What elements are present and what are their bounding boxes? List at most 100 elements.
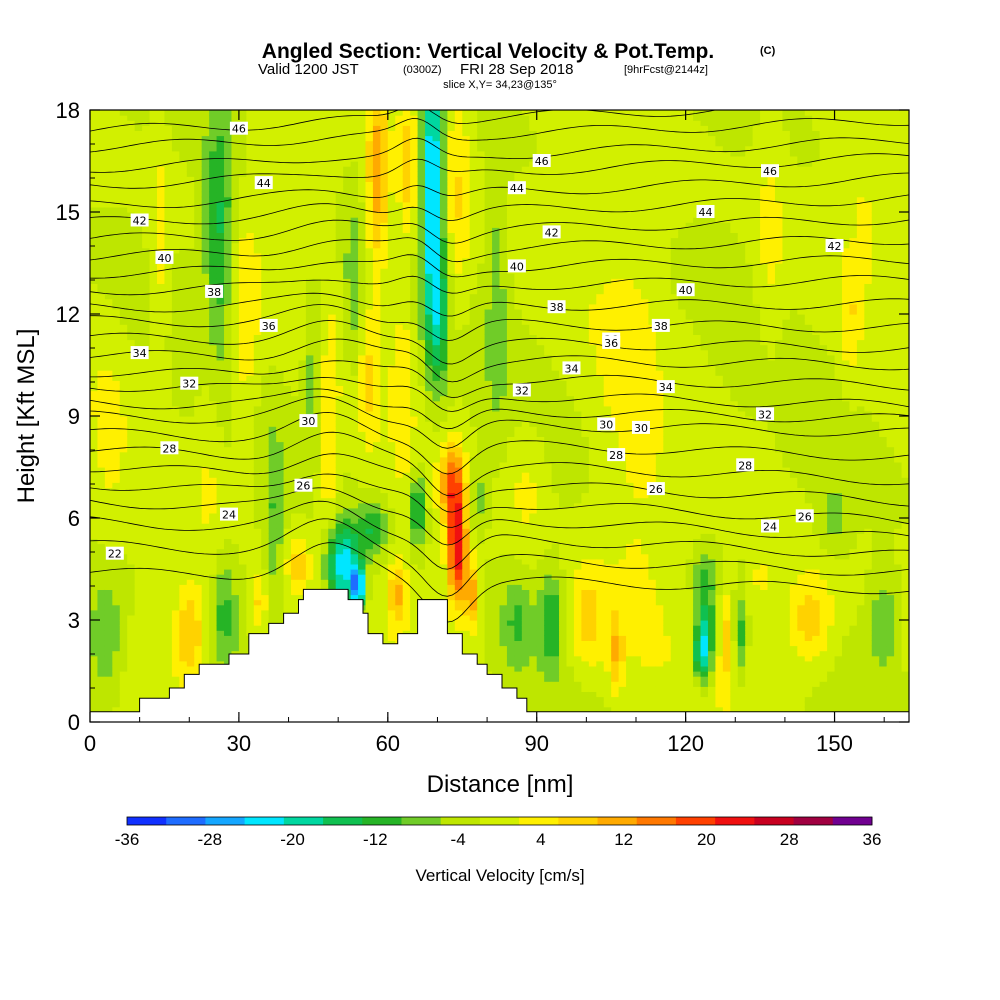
heat-cell: [246, 426, 255, 432]
heat-cell: [134, 507, 143, 514]
heat-cell: [179, 288, 188, 295]
heat-cell: [90, 416, 99, 422]
heat-cell: [350, 161, 359, 167]
heat-cell: [365, 574, 374, 580]
heat-cell: [313, 329, 322, 335]
heat-cell: [365, 161, 374, 167]
heat-cell: [387, 181, 396, 188]
heat-cell: [365, 375, 374, 381]
heat-cell: [335, 120, 344, 126]
heat-cell: [246, 451, 255, 458]
heat-cell: [343, 451, 352, 458]
heat-cell: [90, 472, 99, 478]
heat-cell: [320, 344, 329, 351]
heat-cell: [231, 334, 240, 341]
heat-cell: [380, 410, 389, 417]
heat-cell: [179, 507, 188, 514]
heat-cell: [261, 298, 270, 305]
heat-cell: [104, 191, 113, 198]
heat-cell: [313, 497, 322, 504]
heat-cell: [149, 650, 158, 657]
heat-cell: [298, 533, 307, 539]
heat-cell: [216, 344, 225, 351]
heat-cell: [201, 150, 210, 157]
heat-cell: [127, 263, 136, 269]
heat-cell: [104, 681, 113, 687]
heat-cell: [90, 410, 99, 417]
heat-cell: [186, 319, 195, 325]
heat-cell: [104, 660, 113, 667]
heat-cell: [291, 288, 300, 295]
heat-cell: [224, 232, 233, 239]
heat-cell: [268, 191, 277, 198]
heat-cell: [194, 308, 203, 315]
heat-cell: [283, 604, 292, 611]
heat-cell: [231, 150, 240, 157]
heat-cell: [372, 140, 381, 147]
heat-cell: [328, 497, 337, 504]
velocity-heatmap: [90, 110, 909, 722]
heat-cell: [104, 543, 113, 550]
heat-cell: [283, 288, 292, 295]
heat-cell: [179, 650, 188, 657]
heat-cell: [350, 334, 359, 341]
heat-cell: [104, 196, 113, 203]
heat-cell: [119, 665, 128, 672]
heat-cell: [231, 278, 240, 284]
heat-cell: [253, 528, 262, 534]
heat-cell: [246, 293, 255, 300]
heat-cell: [313, 212, 322, 218]
heat-cell: [119, 696, 128, 703]
heat-cell: [104, 512, 113, 519]
heat-cell: [372, 329, 381, 335]
heat-cell: [231, 206, 240, 213]
heat-cell: [328, 319, 337, 325]
heat-cell: [253, 150, 262, 157]
heat-cell: [313, 528, 322, 534]
heat-cell: [365, 410, 374, 417]
heat-cell: [313, 155, 322, 162]
heat-cell: [283, 472, 292, 478]
heat-cell: [358, 334, 367, 341]
heat-cell: [343, 528, 352, 534]
heat-cell: [261, 594, 270, 601]
heat-cell: [90, 115, 99, 121]
heat-cell: [320, 283, 329, 290]
heat-cell: [350, 308, 359, 315]
heat-cell: [149, 166, 158, 172]
heat-cell: [171, 349, 180, 356]
heat-cell: [335, 456, 344, 463]
heat-cell: [104, 436, 113, 443]
heat-cell: [119, 518, 128, 524]
heat-cell: [142, 487, 151, 494]
heat-cell: [112, 441, 121, 448]
heat-cell: [97, 354, 106, 361]
heat-cell: [119, 324, 128, 330]
heat-cell: [90, 671, 99, 677]
heat-cell: [343, 487, 352, 494]
heat-cell: [358, 502, 367, 509]
heat-cell: [387, 635, 396, 641]
heat-cell: [358, 176, 367, 182]
heat-cell: [283, 227, 292, 233]
heat-cell: [365, 263, 374, 269]
heat-cell: [291, 247, 300, 254]
heat-cell: [283, 421, 292, 427]
heat-cell: [179, 145, 188, 152]
heat-cell: [350, 283, 359, 290]
heat-cell: [253, 227, 262, 233]
heat-cell: [365, 242, 374, 249]
heat-cell: [358, 349, 367, 356]
heat-cell: [268, 130, 277, 137]
heat-cell: [305, 584, 314, 590]
heat-cell: [261, 533, 270, 539]
heat-cell: [253, 380, 262, 386]
heat-cell: [335, 257, 344, 264]
heat-cell: [283, 365, 292, 371]
heat-cell: [112, 130, 121, 137]
heat-cell: [298, 410, 307, 417]
heat-cell: [90, 354, 99, 361]
heat-cell: [231, 212, 240, 218]
heat-cell: [171, 558, 180, 565]
heat-cell: [380, 594, 389, 601]
